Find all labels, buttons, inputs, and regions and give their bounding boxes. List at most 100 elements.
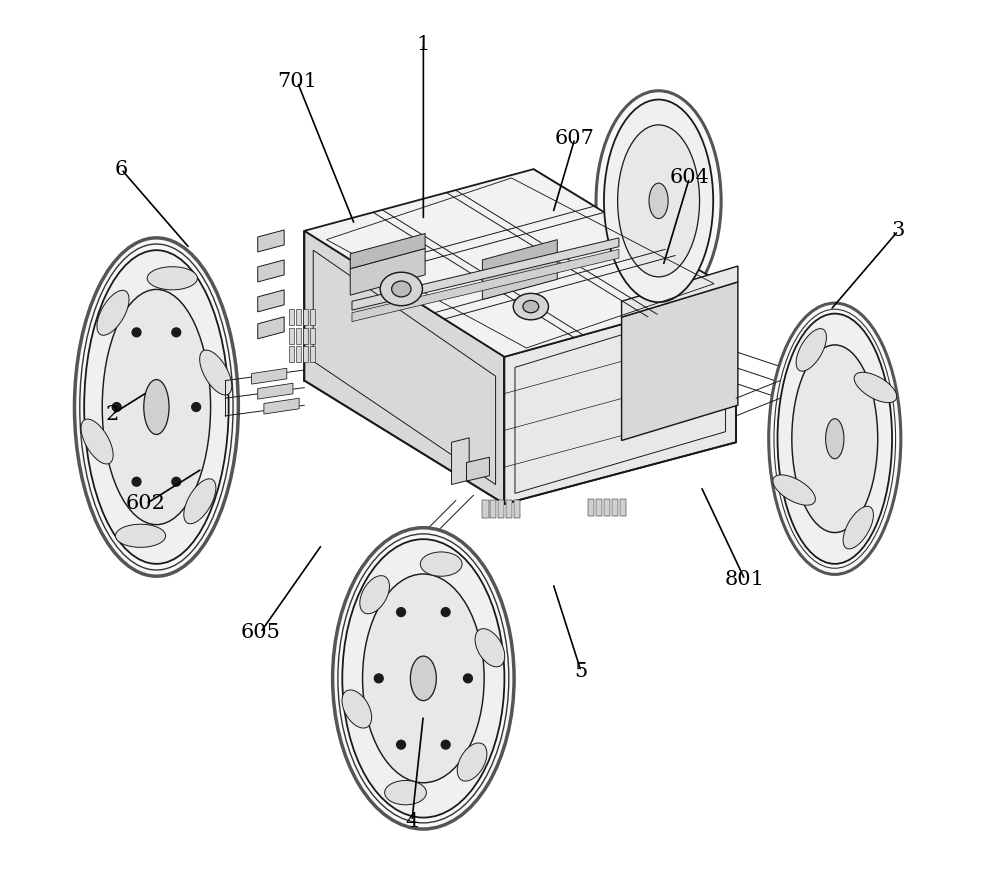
Polygon shape xyxy=(289,309,294,325)
Polygon shape xyxy=(533,169,736,442)
Circle shape xyxy=(374,674,383,683)
Circle shape xyxy=(464,674,472,683)
Ellipse shape xyxy=(513,293,548,320)
Polygon shape xyxy=(303,309,308,325)
Text: 701: 701 xyxy=(277,72,317,92)
Polygon shape xyxy=(296,346,301,362)
Ellipse shape xyxy=(363,574,484,783)
Polygon shape xyxy=(258,260,284,282)
Ellipse shape xyxy=(649,183,668,218)
Circle shape xyxy=(112,403,121,411)
Polygon shape xyxy=(482,253,557,300)
Ellipse shape xyxy=(102,289,211,524)
Circle shape xyxy=(172,328,181,337)
Ellipse shape xyxy=(475,629,505,667)
Ellipse shape xyxy=(618,125,700,277)
Ellipse shape xyxy=(147,267,197,290)
Text: 2: 2 xyxy=(106,404,119,424)
Polygon shape xyxy=(304,231,504,504)
Circle shape xyxy=(192,403,201,411)
Polygon shape xyxy=(352,249,619,322)
Polygon shape xyxy=(258,383,293,399)
Polygon shape xyxy=(310,346,315,362)
Ellipse shape xyxy=(380,272,422,306)
Ellipse shape xyxy=(596,91,721,311)
Polygon shape xyxy=(452,438,469,485)
Circle shape xyxy=(441,740,450,749)
Ellipse shape xyxy=(773,475,815,505)
Ellipse shape xyxy=(843,507,873,549)
Polygon shape xyxy=(252,368,287,384)
Ellipse shape xyxy=(410,656,436,700)
Ellipse shape xyxy=(360,575,389,614)
Polygon shape xyxy=(504,292,736,504)
Ellipse shape xyxy=(385,781,426,805)
Polygon shape xyxy=(258,290,284,312)
Circle shape xyxy=(132,328,141,337)
Ellipse shape xyxy=(84,250,229,564)
Polygon shape xyxy=(310,309,315,325)
Ellipse shape xyxy=(457,743,487,781)
Ellipse shape xyxy=(792,345,878,532)
Polygon shape xyxy=(620,499,626,516)
Polygon shape xyxy=(258,230,284,252)
Polygon shape xyxy=(289,329,294,344)
Polygon shape xyxy=(588,499,594,516)
Ellipse shape xyxy=(796,329,826,371)
Polygon shape xyxy=(350,248,425,295)
Polygon shape xyxy=(304,169,736,357)
Text: 801: 801 xyxy=(725,570,765,589)
Ellipse shape xyxy=(74,238,238,576)
Ellipse shape xyxy=(854,373,897,403)
Polygon shape xyxy=(258,317,284,339)
Text: 3: 3 xyxy=(892,221,905,241)
Circle shape xyxy=(397,740,405,749)
Polygon shape xyxy=(296,329,301,344)
Polygon shape xyxy=(514,500,520,518)
Ellipse shape xyxy=(81,419,113,464)
Text: 605: 605 xyxy=(240,623,280,642)
Polygon shape xyxy=(310,329,315,344)
Text: 5: 5 xyxy=(574,662,588,681)
Polygon shape xyxy=(350,233,425,269)
Circle shape xyxy=(172,478,181,486)
Text: 604: 604 xyxy=(669,168,709,188)
Polygon shape xyxy=(352,238,619,310)
Ellipse shape xyxy=(200,350,232,395)
Polygon shape xyxy=(612,499,618,516)
Polygon shape xyxy=(498,500,504,518)
Ellipse shape xyxy=(769,303,901,574)
Polygon shape xyxy=(596,499,602,516)
Text: 6: 6 xyxy=(115,159,128,179)
Polygon shape xyxy=(296,309,301,325)
Polygon shape xyxy=(482,500,489,518)
Ellipse shape xyxy=(826,418,844,459)
Ellipse shape xyxy=(604,100,713,302)
Circle shape xyxy=(132,478,141,486)
Ellipse shape xyxy=(184,478,216,524)
Polygon shape xyxy=(506,500,512,518)
Text: 602: 602 xyxy=(126,494,166,514)
Polygon shape xyxy=(264,398,299,414)
Polygon shape xyxy=(490,500,496,518)
Polygon shape xyxy=(303,329,308,344)
Ellipse shape xyxy=(523,300,539,313)
Polygon shape xyxy=(622,282,738,440)
Ellipse shape xyxy=(115,524,166,547)
Ellipse shape xyxy=(333,528,514,829)
Circle shape xyxy=(441,608,450,617)
Ellipse shape xyxy=(97,290,129,336)
Polygon shape xyxy=(303,346,308,362)
Ellipse shape xyxy=(778,314,892,564)
Text: 1: 1 xyxy=(417,34,430,54)
Ellipse shape xyxy=(420,552,462,576)
Polygon shape xyxy=(482,240,557,273)
Ellipse shape xyxy=(342,690,372,728)
Ellipse shape xyxy=(144,380,169,434)
Ellipse shape xyxy=(342,539,504,818)
Polygon shape xyxy=(622,266,738,317)
Circle shape xyxy=(397,608,405,617)
Text: 4: 4 xyxy=(405,811,419,831)
Ellipse shape xyxy=(392,281,411,297)
Text: 607: 607 xyxy=(555,129,595,148)
